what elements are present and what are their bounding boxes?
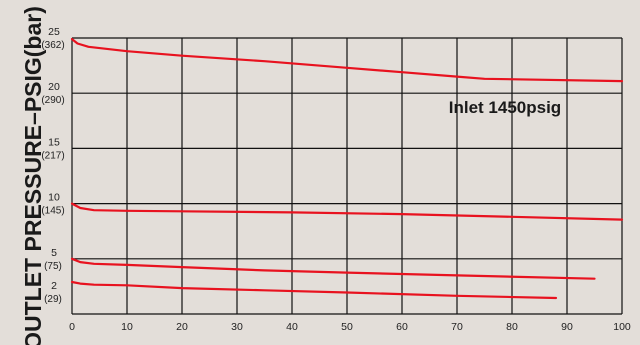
annotation-inlet: Inlet 1450psig <box>449 98 561 117</box>
x-tick-label: 90 <box>561 321 573 333</box>
series-line-2 <box>70 202 624 221</box>
x-tick-labels: 0 10 20 30 40 50 60 70 80 90 100 <box>69 321 631 333</box>
y-tick-label: 2 <box>51 280 57 292</box>
y-tick-sublabel: (217) <box>41 150 64 161</box>
x-tick-label: 100 <box>613 321 631 333</box>
x-tick-label: 70 <box>451 321 463 333</box>
y-tick-label: 20 <box>48 81 60 93</box>
annotations: Inlet 1450psig <box>449 98 561 117</box>
x-tick-label: 30 <box>231 321 243 333</box>
series-line-3 <box>70 257 596 280</box>
y-tick-labels: 25 (362) 20 (290) 15 (217) 10 (145) 5 (75) 2 (29) <box>41 26 64 305</box>
grid <box>71 37 623 315</box>
series-line-4 <box>70 280 558 300</box>
x-tick-label: 50 <box>341 321 353 333</box>
y-tick-label: 5 <box>51 247 57 259</box>
series-line-1 <box>70 38 624 83</box>
y-tick-sublabel: (75) <box>44 261 62 272</box>
y-tick-label: 10 <box>48 192 60 204</box>
x-tick-label: 80 <box>506 321 518 333</box>
y-tick-sublabel: (290) <box>41 95 64 106</box>
y-tick-label: 25 <box>48 26 60 38</box>
y-tick-sublabel: (362) <box>41 40 64 51</box>
x-tick-label: 60 <box>396 321 408 333</box>
x-tick-label: 20 <box>176 321 188 333</box>
y-tick-sublabel: (29) <box>44 294 62 305</box>
x-tick-label: 40 <box>286 321 298 333</box>
series-group <box>70 38 624 300</box>
y-tick-sublabel: (145) <box>41 206 64 217</box>
x-tick-label: 0 <box>69 321 75 333</box>
y-axis-label: OUTLET PRESSURE–PSIG(bar) <box>20 6 46 345</box>
x-tick-label: 10 <box>121 321 133 333</box>
y-tick-label: 15 <box>48 136 60 148</box>
